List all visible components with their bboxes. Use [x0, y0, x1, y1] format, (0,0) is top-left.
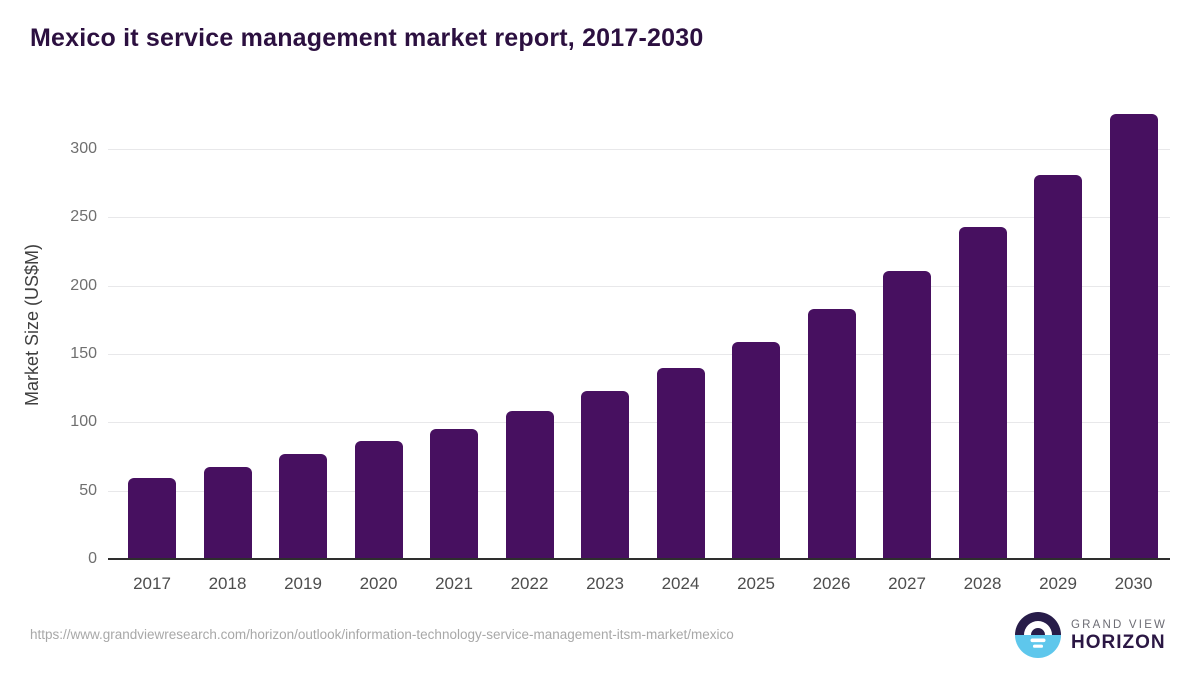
gridline-300: [108, 149, 1170, 151]
x-tick-label-2028: 2028: [963, 574, 1002, 593]
logo-product-line: HORIZON: [1071, 631, 1166, 653]
logo-brand-line: GRAND VIEW: [1071, 618, 1168, 631]
x-tick-label-2023: 2023: [586, 574, 624, 593]
y-tick-label-250: 250: [70, 208, 97, 226]
x-tick-label-2020: 2020: [359, 574, 398, 593]
y-tick-label-100: 100: [70, 413, 97, 431]
bar-2022: [505, 411, 554, 559]
x-tick-label-2021: 2021: [435, 574, 473, 593]
logo-text: GRAND VIEW HORIZON: [1071, 618, 1167, 653]
x-tick-label-2029: 2029: [1039, 574, 1077, 593]
bar-2027: [883, 270, 931, 559]
y-tick-label-0: 0: [88, 550, 97, 567]
bar-2019: [279, 453, 327, 559]
bar-2023: [581, 390, 629, 559]
horizon-sun-icon: [1015, 612, 1061, 658]
bar-2028: [958, 226, 1007, 559]
grand-view-horizon-logo: GRAND VIEW HORIZON: [1014, 611, 1167, 659]
x-tick-label-2019: 2019: [284, 574, 322, 593]
chart-title: Mexico it service management market repo…: [30, 24, 704, 52]
y-tick-label-300: 300: [70, 140, 97, 158]
bar-2025: [732, 341, 780, 559]
y-axis-title: Market Size (US$M): [22, 243, 42, 407]
bar-2017: [128, 478, 176, 559]
bar-2029: [1034, 175, 1082, 559]
source-url: https://www.grandviewresearch.com/horizo…: [30, 627, 734, 642]
x-tick-label-2022: 2022: [510, 574, 549, 593]
bar-2020: [354, 441, 403, 559]
bar-2021: [430, 429, 478, 559]
y-tick-label-150: 150: [70, 345, 97, 363]
gridline-150: [108, 354, 1170, 356]
x-tick-label-2030: 2030: [1114, 574, 1153, 593]
x-tick-label-2018: 2018: [208, 574, 247, 593]
y-tick-label-50: 50: [79, 481, 97, 499]
gridline-250: [108, 217, 1170, 219]
x-tick-label-2026: 2026: [812, 574, 851, 593]
x-tick-label-2024: 2024: [661, 574, 700, 593]
x-axis-line: [108, 558, 1170, 560]
bar-2024: [656, 367, 705, 559]
x-tick-label-2025: 2025: [737, 574, 775, 593]
y-tick-label-200: 200: [70, 276, 97, 294]
gridline-50: [108, 490, 1170, 492]
bar-2030: [1109, 113, 1158, 559]
bar-chart: Market Size (US$M) 0 50 100 150 200 250 300 201…: [22, 113, 1170, 593]
gridline-200: [108, 285, 1170, 287]
x-tick-label-2027: 2027: [888, 574, 926, 593]
bar-2018: [203, 467, 252, 559]
x-tick-label-2017: 2017: [133, 574, 171, 593]
bar-2026: [807, 308, 856, 559]
gridline-100: [108, 422, 1170, 424]
